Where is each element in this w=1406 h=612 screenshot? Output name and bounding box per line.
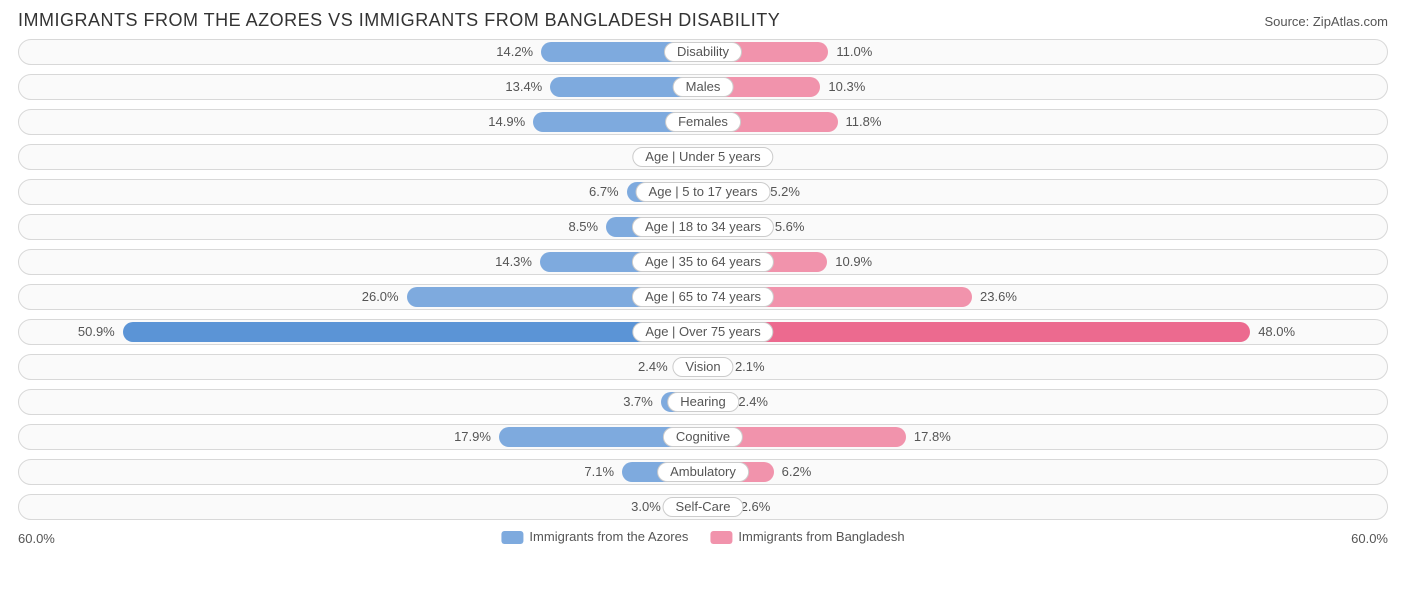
value-left: 6.7% [589,184,619,199]
value-right: 2.1% [735,359,765,374]
legend-label-right: Immigrants from Bangladesh [738,529,904,544]
chart-row: 17.9% 17.8% Cognitive [18,424,1388,450]
value-left: 7.1% [584,464,614,479]
value-right: 2.4% [738,394,768,409]
category-label: Males [673,77,734,97]
chart-header: IMMIGRANTS FROM THE AZORES VS IMMIGRANTS… [18,10,1388,31]
category-label: Vision [672,357,733,377]
category-label: Females [665,112,741,132]
chart-source: Source: ZipAtlas.com [1264,14,1388,29]
value-left: 50.9% [78,324,115,339]
value-left: 26.0% [362,289,399,304]
value-right: 10.3% [828,79,865,94]
category-label: Age | Over 75 years [632,322,773,342]
category-label: Age | Under 5 years [632,147,773,167]
value-right: 17.8% [914,429,951,444]
chart-row: 14.3% 10.9% Age | 35 to 64 years [18,249,1388,275]
chart-row: 26.0% 23.6% Age | 65 to 74 years [18,284,1388,310]
legend-swatch-right [710,531,732,544]
category-label: Ambulatory [657,462,749,482]
value-left: 14.2% [496,44,533,59]
value-left: 14.9% [488,114,525,129]
category-label: Self-Care [663,497,744,517]
category-label: Hearing [667,392,739,412]
chart-row: 7.1% 6.2% Ambulatory [18,459,1388,485]
chart-row: 6.7% 5.2%Age | 5 to 17 years [18,179,1388,205]
chart-row: 3.0% 2.6%Self-Care [18,494,1388,520]
category-label: Disability [664,42,742,62]
chart-row: 50.9% 48.0% Age | Over 75 years [18,319,1388,345]
category-label: Age | 65 to 74 years [632,287,774,307]
value-left: 2.4% [638,359,668,374]
value-right: 10.9% [835,254,872,269]
value-left: 8.5% [568,219,598,234]
value-left: 17.9% [454,429,491,444]
legend-item-right: Immigrants from Bangladesh [710,529,904,544]
value-right: 6.2% [782,464,812,479]
chart-row: 14.9% 11.8% Females [18,109,1388,135]
category-label: Age | 5 to 17 years [636,182,771,202]
bar-left [123,322,703,342]
legend-item-left: Immigrants from the Azores [501,529,688,544]
value-right: 23.6% [980,289,1017,304]
value-left: 3.7% [623,394,653,409]
category-label: Age | 35 to 64 years [632,252,774,272]
value-left: 3.0% [631,499,661,514]
value-right: 5.6% [775,219,805,234]
chart-row: 14.2% 11.0% Disability [18,39,1388,65]
chart-footer: 60.0% Immigrants from the Azores Immigra… [18,529,1388,551]
diverging-bar-chart: 14.2% 11.0% Disability 13.4% 10.3% Males 14.9%… [18,39,1388,520]
value-right: 11.8% [846,114,882,129]
bar-right [703,322,1250,342]
value-right: 11.0% [836,44,872,59]
chart-row: 8.5% 5.6%Age | 18 to 34 years [18,214,1388,240]
chart-row: 2.4% 2.1%Vision [18,354,1388,380]
axis-max-right: 60.0% [1351,531,1388,546]
value-right: 2.6% [741,499,771,514]
value-right: 5.2% [770,184,800,199]
chart-row: 2.2%0.85%Age | Under 5 years [18,144,1388,170]
chart-row: 3.7% 2.4%Hearing [18,389,1388,415]
axis-max-left: 60.0% [18,531,55,546]
legend-swatch-left [501,531,523,544]
chart-title: IMMIGRANTS FROM THE AZORES VS IMMIGRANTS… [18,10,780,31]
value-left: 13.4% [505,79,542,94]
value-right: 48.0% [1258,324,1295,339]
chart-row: 13.4% 10.3% Males [18,74,1388,100]
category-label: Age | 18 to 34 years [632,217,774,237]
chart-legend: Immigrants from the Azores Immigrants fr… [501,529,904,544]
category-label: Cognitive [663,427,743,447]
value-left: 14.3% [495,254,532,269]
legend-label-left: Immigrants from the Azores [529,529,688,544]
